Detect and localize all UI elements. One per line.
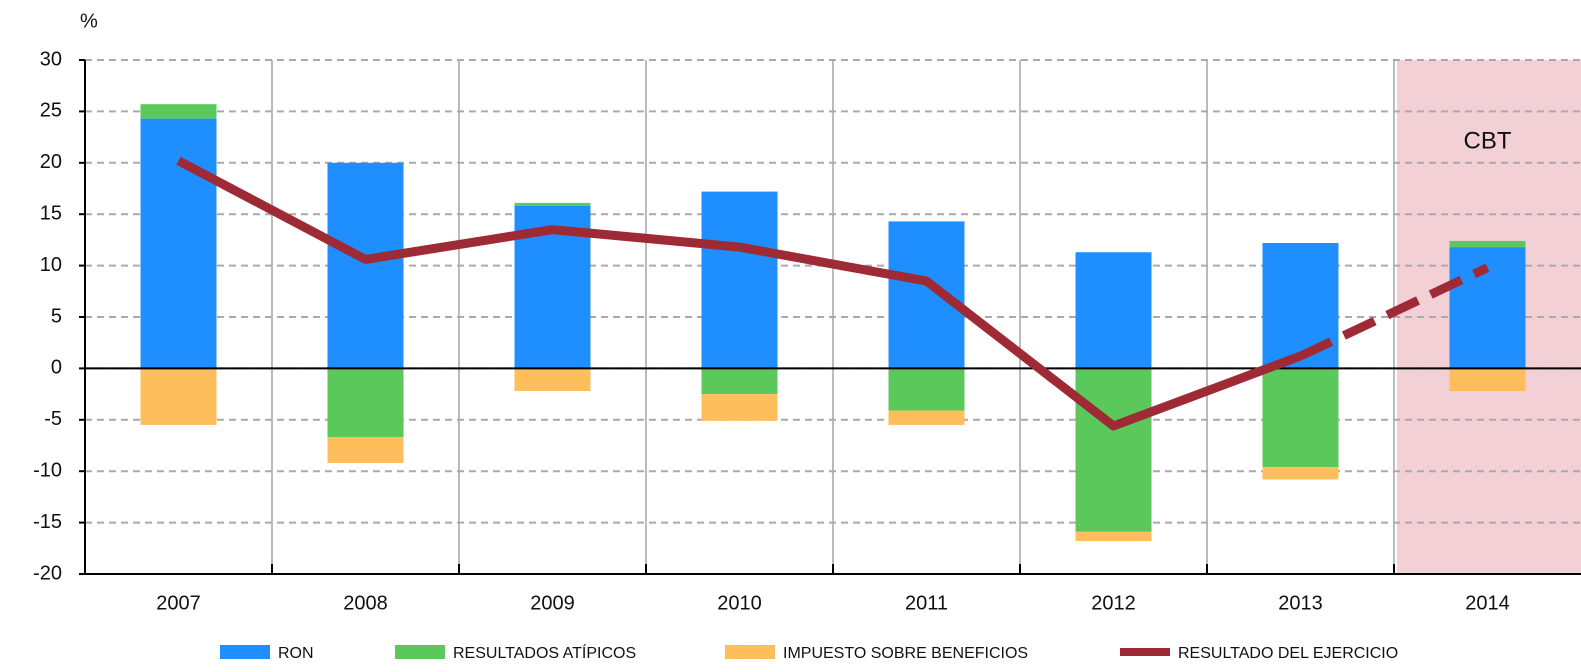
- bar: [888, 221, 965, 369]
- legend-label: RESULTADOS ATÍPICOS: [453, 643, 636, 662]
- x-tick-label: 2009: [530, 592, 575, 614]
- bar: [1449, 247, 1526, 369]
- y-tick-label: 30: [40, 48, 62, 70]
- legend-label: RON: [278, 645, 314, 662]
- bar: [327, 437, 404, 463]
- bar: [1262, 368, 1339, 468]
- bar: [1262, 242, 1339, 369]
- line: [176, 156, 1303, 431]
- y-tick-label: -5: [44, 408, 62, 430]
- bar: [1262, 467, 1339, 480]
- y-tick-label: 5: [51, 305, 62, 327]
- bar: [327, 162, 404, 369]
- y-tick-label: 25: [40, 100, 62, 122]
- bar: [888, 368, 965, 411]
- y-tick-label: -15: [33, 511, 62, 533]
- x-tick-label: 2012: [1091, 592, 1136, 614]
- legend-swatch: [395, 645, 445, 659]
- legend-label: RESULTADO DEL EJERCICIO: [1178, 645, 1398, 662]
- legend-label: IMPUESTO SOBRE BENEFICIOS: [783, 645, 1028, 662]
- y-tick-label: -10: [33, 459, 62, 481]
- y-tick-label: 15: [40, 202, 62, 224]
- bar: [1075, 368, 1152, 532]
- line: [1298, 263, 1490, 361]
- legend-swatch: [220, 645, 270, 659]
- x-tick-label: 2010: [717, 592, 762, 614]
- bar: [140, 118, 217, 369]
- legend-swatch: [1120, 648, 1170, 656]
- bar: [1449, 368, 1526, 392]
- y-tick-label: 10: [40, 254, 62, 276]
- y-tick-label: -20: [33, 562, 62, 584]
- bar: [1075, 531, 1152, 542]
- x-tick-label: 2007: [156, 592, 201, 614]
- x-tick-label: 2008: [343, 592, 388, 614]
- bar: [701, 394, 778, 421]
- bar: [1075, 252, 1152, 369]
- bar: [701, 191, 778, 369]
- bar: [514, 368, 591, 392]
- y-axis-label: %: [80, 10, 98, 32]
- y-tick-label: 0: [51, 357, 62, 379]
- x-tick-label: 2013: [1278, 592, 1323, 614]
- legend-swatch: [725, 645, 775, 659]
- annotation: CBT: [1464, 127, 1512, 154]
- bar: [140, 104, 217, 119]
- x-tick-label: 2011: [905, 592, 948, 614]
- bar: [327, 368, 404, 438]
- y-tick-label: 20: [40, 151, 62, 173]
- bar: [1449, 240, 1526, 248]
- x-tick-label: 2014: [1465, 592, 1510, 614]
- bar: [140, 368, 217, 425]
- bar: [888, 410, 965, 425]
- bar: [514, 202, 591, 206]
- bar: [701, 368, 778, 395]
